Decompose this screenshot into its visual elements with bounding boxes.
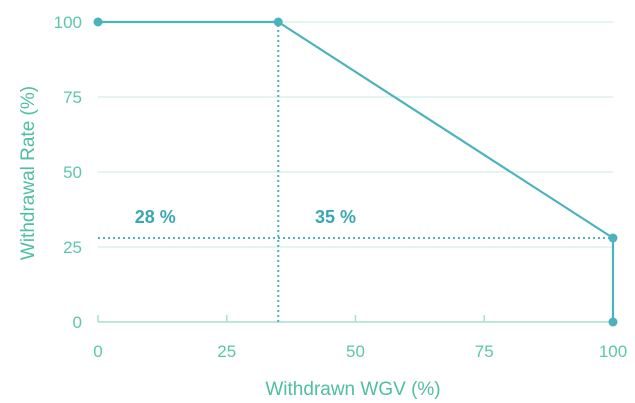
tick-labels: 0 25 50 75 100 0 25 50 75 100 [54, 13, 628, 361]
series-line [98, 20, 615, 322]
annotation-label: 35 % [315, 207, 356, 227]
x-tick-label-0: 0 [93, 342, 102, 361]
x-tick-label-75: 75 [475, 342, 494, 361]
axes [97, 315, 614, 323]
x-axis-title: Withdrawn WGV (%) [265, 379, 440, 400]
y-tick-label-0: 0 [73, 313, 82, 332]
y-tick-label-75: 75 [63, 88, 82, 107]
y-tick-label-50: 50 [63, 163, 82, 182]
y-axis-title: Withdrawal Rate (%) [18, 86, 39, 260]
x-tick-label-100: 100 [599, 342, 627, 361]
data-point-0-100 [93, 17, 103, 27]
annotations: 28 % 35 % [135, 207, 356, 227]
data-point-100-0 [608, 317, 618, 327]
y-tick-label-100: 100 [54, 13, 82, 32]
reference-lines [98, 22, 613, 322]
y-tick-label-25: 25 [63, 238, 82, 257]
data-point-100-28 [608, 233, 618, 243]
annotation-label: 28 % [135, 207, 176, 227]
series [93, 17, 618, 327]
x-tick-label-50: 50 [346, 342, 365, 361]
x-tick-label-25: 25 [217, 342, 236, 361]
data-point-35-100 [273, 17, 283, 27]
